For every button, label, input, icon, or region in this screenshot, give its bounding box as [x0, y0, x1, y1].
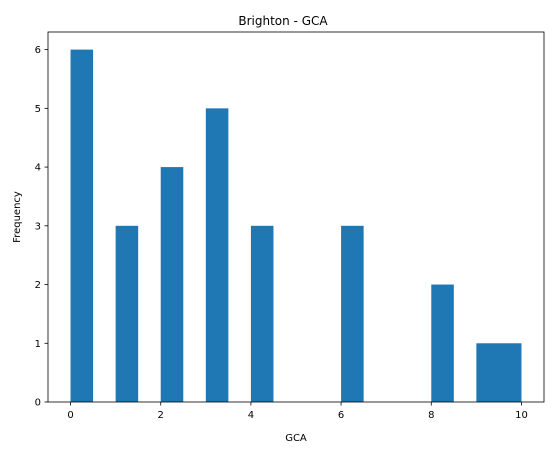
- y-tick-label: 2: [35, 280, 41, 291]
- histogram-bar: [115, 225, 139, 402]
- y-tick-label: 6: [35, 45, 41, 56]
- y-tick-label: 4: [35, 163, 41, 174]
- chart-title: Brighton - GCA: [238, 14, 328, 28]
- y-tick-label: 1: [35, 339, 41, 350]
- bars-group: [70, 49, 522, 402]
- histogram-bar: [70, 49, 94, 402]
- plot-frame: [47, 31, 545, 403]
- y-axis-label: Frequency: [12, 191, 23, 243]
- histogram-bar: [205, 108, 229, 402]
- histogram-bar: [431, 284, 454, 402]
- x-tick-label: 10: [515, 410, 528, 421]
- y-axis-ticks: 0 1 2 3 4 5 6: [35, 45, 48, 409]
- histogram-bar: [160, 167, 184, 402]
- y-tick-label: 3: [35, 221, 41, 232]
- histogram-bar: [476, 343, 522, 402]
- x-tick-label: 0: [67, 410, 73, 421]
- x-tick-label: 6: [338, 410, 344, 421]
- x-tick-label: 4: [248, 410, 254, 421]
- y-tick-label: 5: [35, 104, 41, 115]
- y-tick-label: 0: [35, 398, 41, 409]
- x-axis-label: GCA: [285, 433, 307, 444]
- histogram-bar: [250, 225, 274, 402]
- histogram-bar: [341, 225, 364, 402]
- x-tick-label: 8: [428, 410, 434, 421]
- x-axis-ticks: 0 2 4 6 8 10: [67, 402, 528, 421]
- x-tick-label: 2: [158, 410, 164, 421]
